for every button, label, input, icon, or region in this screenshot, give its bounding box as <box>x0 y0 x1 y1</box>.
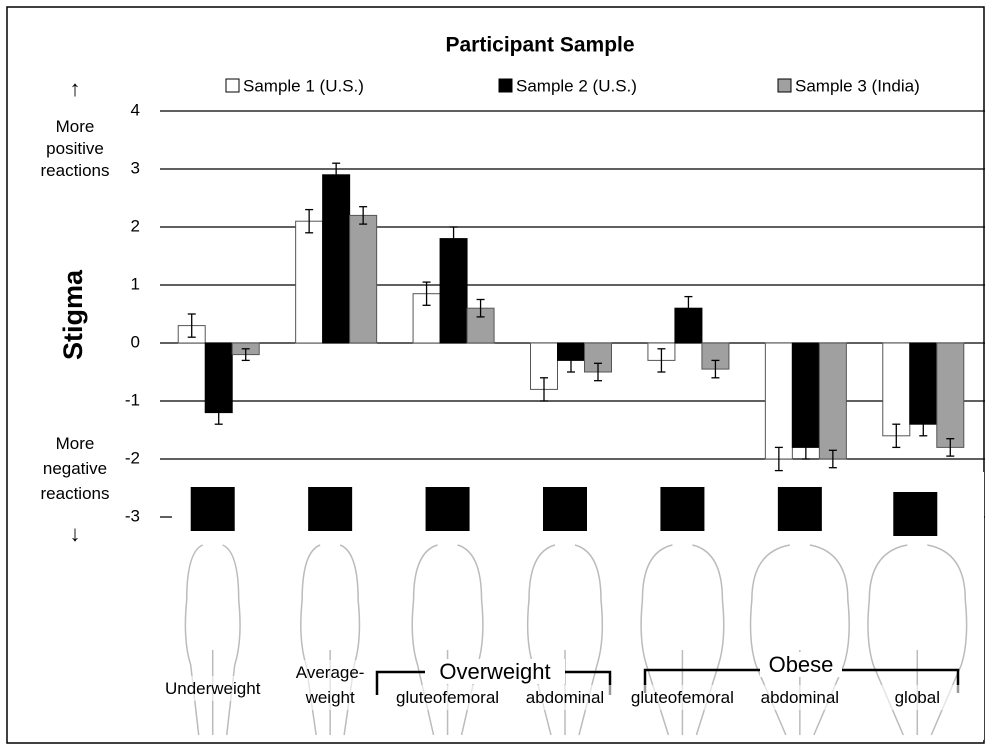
legend-swatch <box>226 79 239 92</box>
chart-title: Participant Sample <box>445 34 634 57</box>
face-mask <box>308 487 352 531</box>
x-tick-label: gluteofemoral <box>616 685 748 710</box>
y-annotation: More positive reactions <box>28 116 122 182</box>
y-axis-label: Stigma <box>58 269 88 360</box>
bar <box>765 343 792 459</box>
y-tick-label: 2 <box>131 216 140 235</box>
y-tick-label: -3 <box>125 506 140 525</box>
y-tick-label: -1 <box>125 390 140 409</box>
face-mask <box>660 487 704 531</box>
page: {"chart_data": {"type": "bar", "title": … <box>0 0 991 750</box>
face-mask <box>191 487 235 531</box>
legend-label: Sample 2 (U.S.) <box>516 76 637 95</box>
face-mask <box>543 487 587 531</box>
legend-swatch <box>499 79 512 92</box>
y-annotation: More negative reactions <box>28 431 122 506</box>
y-tick-label: 1 <box>131 274 140 293</box>
bar <box>937 343 964 447</box>
legend-label: Sample 1 (U.S.) <box>243 76 364 95</box>
face-mask <box>426 487 470 531</box>
chart: Participant Sample Stigma ↑ ↓ -3 -2 -1 0 1 2 3… <box>0 0 991 750</box>
group-label: Obese <box>760 652 842 677</box>
face-mask <box>778 487 822 531</box>
face-mask <box>893 492 937 536</box>
page-body: Participant Sample Stigma ↑ ↓ -3 -2 -1 0 1 2 3… <box>0 0 991 750</box>
x-tick-label: Average-weight <box>290 660 370 710</box>
y-tick-label: 3 <box>131 158 140 177</box>
x-tick-label: global <box>851 685 983 710</box>
bar <box>323 175 350 343</box>
x-tick-label: gluteofemoral <box>382 685 514 710</box>
y-tick-label: -2 <box>125 448 140 467</box>
bar <box>819 343 846 459</box>
down-arrow: ↓ <box>70 521 81 546</box>
bar <box>296 221 323 343</box>
x-tick-label: abdominal <box>499 685 631 710</box>
x-tick-label: Underweight <box>147 676 279 701</box>
legend-label: Sample 3 (India) <box>795 76 920 95</box>
up-arrow: ↑ <box>70 76 81 101</box>
y-tick-label: 4 <box>131 100 140 119</box>
legend-swatch <box>778 79 791 92</box>
y-tick-label: 0 <box>131 332 140 351</box>
x-tick-label: abdominal <box>734 685 866 710</box>
bar <box>440 239 467 343</box>
bar <box>883 343 910 436</box>
bar <box>792 343 819 447</box>
group-label: Overweight <box>425 659 565 684</box>
bar <box>350 215 377 343</box>
